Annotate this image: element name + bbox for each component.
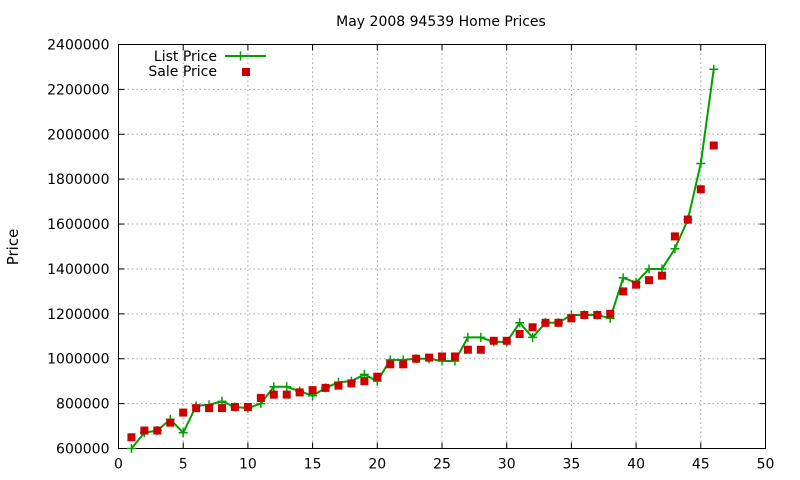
y-tick-label: 2400000	[47, 38, 109, 54]
x-tick-label: 0	[114, 457, 123, 473]
list-price-point	[476, 332, 486, 342]
sale-price-point	[412, 354, 421, 363]
sale-price-point	[399, 360, 408, 369]
sale-price-point	[580, 310, 589, 319]
sale-price-point	[218, 404, 227, 413]
y-tick-label: 1400000	[47, 262, 109, 278]
sale-price-point	[619, 287, 628, 296]
sale-price-point	[308, 386, 317, 395]
sale-price-point	[256, 394, 265, 402]
x-tick-label: 5	[179, 457, 188, 473]
sale-price-point	[179, 408, 188, 417]
sale-price-point	[541, 318, 550, 327]
y-tick-label: 2000000	[47, 127, 109, 143]
sale-price-point	[127, 433, 136, 442]
sale-price-point	[373, 372, 382, 381]
sale-price-point	[528, 323, 537, 332]
sale-price-point	[205, 404, 214, 413]
y-tick-label: 600000	[56, 442, 109, 458]
series-line-list-price	[130, 69, 715, 450]
sale-price-point	[192, 404, 201, 413]
sale-price-point	[166, 418, 175, 427]
sale-price-point	[463, 345, 472, 354]
legend-marker-sale-price	[242, 68, 250, 76]
sale-price-point	[334, 381, 343, 390]
sale-price-point	[645, 276, 654, 285]
x-tick-label: 40	[627, 457, 645, 473]
sale-price-point	[243, 402, 252, 411]
sale-price-point	[295, 388, 304, 397]
list-price-point	[528, 332, 538, 342]
y-tick-label: 1000000	[47, 352, 109, 368]
sale-price-point	[657, 271, 666, 280]
sale-price-point	[683, 215, 692, 224]
chart-title: May 2008 94539 Home Prices	[336, 14, 546, 30]
list-price-point	[618, 273, 628, 283]
sale-price-point	[282, 390, 291, 399]
sale-price-point	[670, 232, 679, 241]
list-price-point	[670, 244, 680, 254]
legend: List Price Sale Price	[148, 49, 266, 80]
sale-price-point	[476, 345, 485, 354]
y-tick-label: 1800000	[47, 172, 109, 188]
list-price-point	[126, 444, 136, 453]
legend-label-list-price: List Price	[154, 49, 217, 65]
list-price-point	[463, 332, 473, 342]
x-tick-label: 45	[692, 457, 710, 473]
x-tick-label: 10	[239, 457, 257, 473]
sale-price-point	[709, 141, 718, 150]
sale-price-point	[554, 318, 563, 327]
sale-price-point	[153, 426, 162, 435]
list-price-point	[709, 64, 719, 74]
sale-price-point	[567, 314, 576, 323]
list-price-point	[515, 318, 525, 328]
sale-price-point	[140, 426, 149, 435]
list-price-point	[696, 158, 706, 168]
series-layer	[126, 64, 719, 453]
x-tick-label: 35	[562, 457, 580, 473]
sale-price-point	[230, 402, 239, 411]
legend-marker-list-price	[236, 51, 245, 61]
sale-price-point	[593, 310, 602, 319]
y-tick-label: 1200000	[47, 307, 109, 323]
sale-price-point	[360, 377, 369, 386]
axis-ticks: 0 5 10 15 20 25 30 35 40 45 50 600000 800000 1000000 1…	[47, 38, 774, 473]
sale-price-point	[606, 309, 615, 318]
list-price-point	[282, 382, 292, 392]
list-price-point	[269, 382, 279, 392]
sale-price-point	[269, 390, 278, 399]
sale-price-point	[632, 280, 641, 289]
sale-price-point	[438, 352, 446, 361]
sale-price-point	[321, 383, 330, 392]
sale-price-point	[347, 379, 356, 388]
sale-price-point	[450, 352, 459, 361]
legend-label-sale-price: Sale Price	[148, 64, 217, 80]
y-tick-label: 2200000	[47, 82, 109, 98]
x-tick-label: 20	[368, 457, 386, 473]
y-axis-label: Price	[4, 229, 22, 266]
list-price-point	[178, 428, 188, 438]
sale-price-point	[515, 330, 524, 339]
y-tick-label: 1600000	[47, 217, 109, 233]
sale-price-point	[425, 353, 434, 362]
y-tick-label: 800000	[56, 397, 109, 413]
sale-price-point	[386, 360, 395, 369]
sale-price-point	[489, 336, 498, 345]
x-tick-label: 15	[304, 457, 322, 473]
sale-price-point	[502, 336, 511, 345]
x-tick-label: 50	[757, 457, 775, 473]
x-tick-label: 30	[498, 457, 516, 473]
sale-price-point	[696, 185, 705, 194]
list-price-point	[644, 264, 654, 274]
x-tick-label: 25	[433, 457, 451, 473]
